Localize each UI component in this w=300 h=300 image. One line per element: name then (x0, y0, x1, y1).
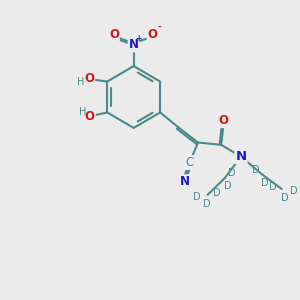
Text: D: D (193, 192, 200, 202)
Text: H: H (77, 76, 85, 86)
Text: O: O (218, 114, 229, 127)
Text: D: D (252, 165, 259, 175)
Text: D: D (224, 181, 231, 191)
Text: O: O (85, 110, 95, 123)
Text: D: D (228, 167, 235, 178)
Text: D: D (281, 193, 288, 203)
Text: C: C (186, 156, 194, 169)
Text: +: + (136, 34, 142, 43)
Text: D: D (213, 188, 221, 197)
Text: O: O (148, 28, 158, 41)
Text: D: D (261, 178, 269, 188)
Text: N: N (180, 175, 190, 188)
Text: N: N (129, 38, 139, 51)
Text: D: D (269, 182, 277, 192)
Text: O: O (109, 28, 119, 41)
Text: D: D (203, 199, 211, 209)
Text: -: - (158, 23, 161, 32)
Text: H: H (79, 107, 86, 117)
Text: N: N (236, 150, 247, 163)
Text: O: O (84, 72, 94, 85)
Text: D: D (290, 186, 297, 196)
